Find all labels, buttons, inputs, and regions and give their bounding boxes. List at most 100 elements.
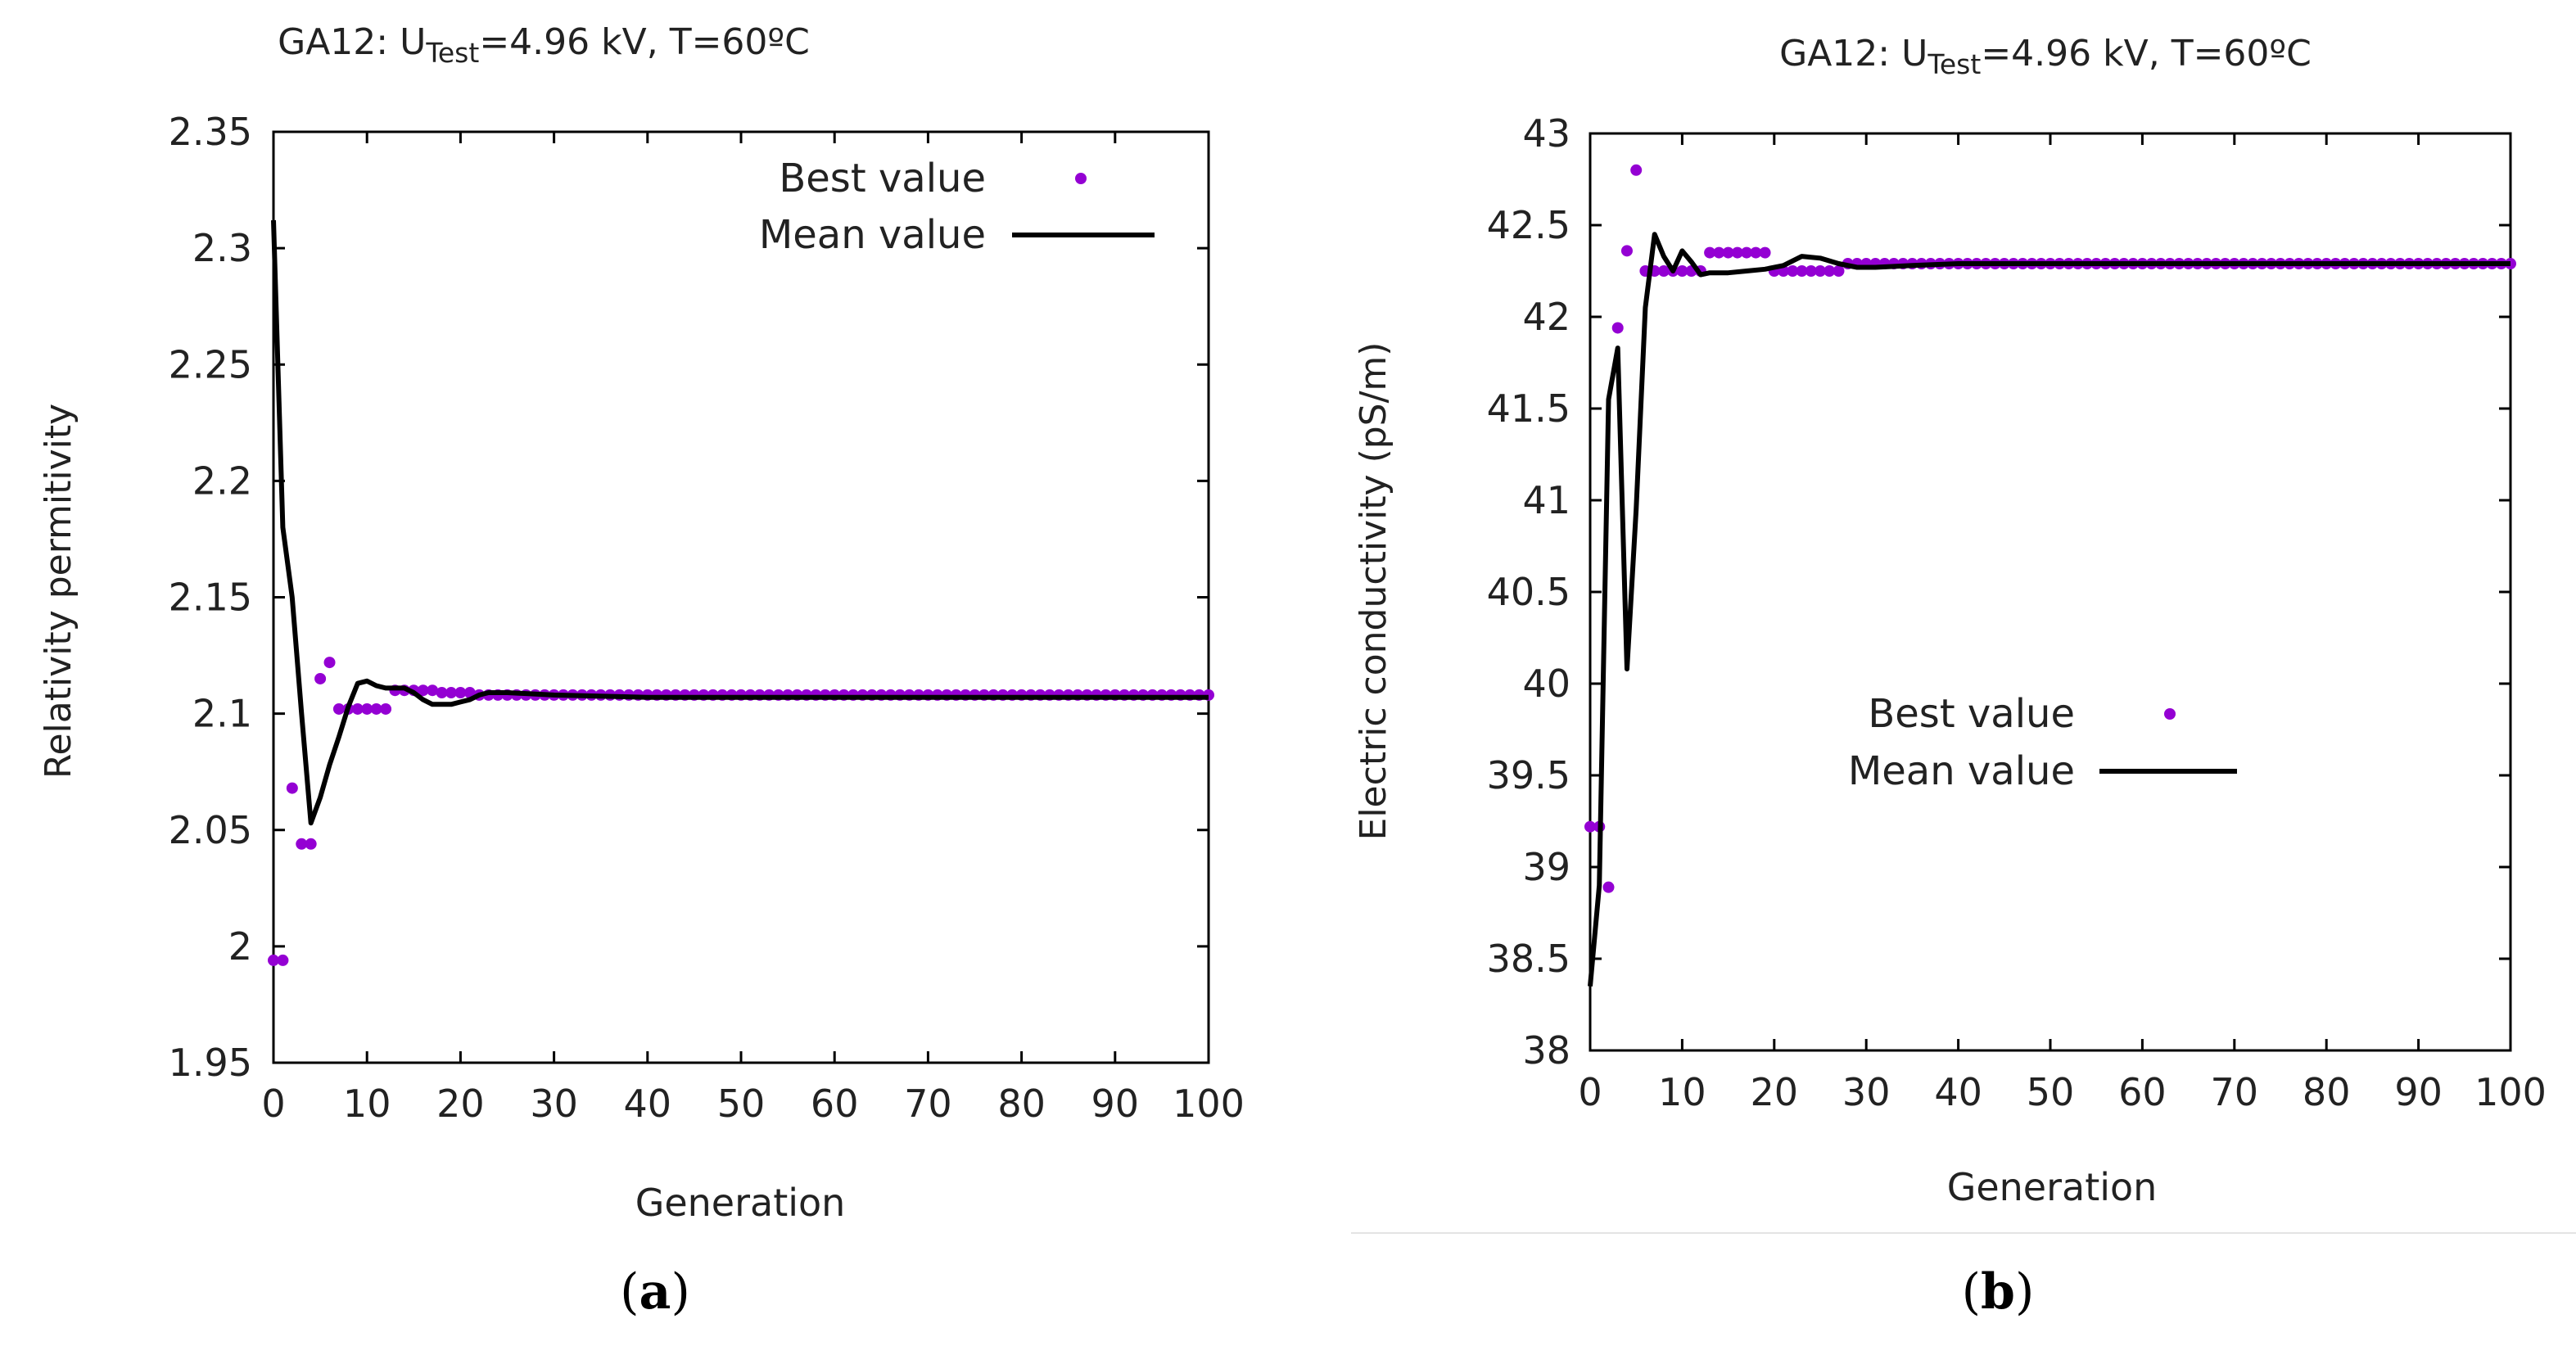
x-tick-label-a: 70 (904, 1082, 952, 1126)
x-tick-label-a: 50 (717, 1082, 766, 1126)
mean-value-line-a (271, 219, 1209, 826)
y-tick-label-b: 38 (1522, 1028, 1570, 1073)
panel-caption-a: (a) (620, 1263, 690, 1321)
x-tick-label-b: 100 (2474, 1070, 2547, 1114)
x-tick-label-a: 40 (624, 1082, 672, 1126)
best-value-point-b (1657, 265, 1670, 277)
best-value-point-b (1704, 246, 1716, 259)
best-value-point-a (370, 702, 382, 715)
y-tick-label-a: 2.35 (169, 110, 252, 154)
best-value-point-b (1602, 881, 1615, 893)
best-value-point-a (332, 702, 345, 715)
y-tick-label-b: 39.5 (1487, 753, 1570, 797)
mean-value-line-b (1588, 232, 2510, 987)
y-axis-label-b: Electric conductivity (pS/m) (1353, 342, 1394, 841)
legend-label-mean-b: Mean value (1848, 748, 2075, 794)
y-tick-label-a: 2.1 (192, 692, 252, 736)
y-tick-label-a: 2.05 (169, 808, 252, 852)
x-axis-label-a: Generation (635, 1181, 846, 1225)
x-tick-label-b: 70 (2211, 1070, 2259, 1114)
best-value-point-a (361, 702, 373, 715)
x-tick-label-b: 0 (1578, 1070, 1602, 1114)
chart-panel-a: GA12: UTest=4.96 kV, T=60ºC 0 10 20 30 40 50 6… (38, 21, 1245, 1321)
plot-area-b: 0 10 20 30 40 50 60 70 80 90 100 38 38.5 39 39.5 40 40.5… (1487, 111, 2547, 1114)
best-value-point-a (427, 684, 439, 697)
best-value-point-b (1759, 246, 1771, 259)
y-tick-label-a: 2.3 (192, 226, 252, 270)
x-tick-label-a: 20 (436, 1082, 485, 1126)
best-value-point-a (323, 657, 336, 669)
chart-title-b: GA12: UTest=4.96 kV, T=60ºC (1779, 33, 2312, 80)
best-value-point-a (380, 702, 392, 715)
best-value-point-a (314, 672, 327, 684)
y-axis-label-a: Relativity permitivity (38, 404, 79, 779)
y-tick-label-b: 40.5 (1487, 570, 1570, 614)
best-value-point-b (1584, 820, 1596, 833)
best-value-point-a (296, 838, 308, 850)
y-tick-label-b: 41 (1522, 478, 1570, 522)
x-axis-label-b: Generation (1947, 1165, 2158, 1209)
chart-panel-b: GA12: UTest=4.96 kV, T=60ºC 0 10 20 30 40 50 6… (1351, 33, 2576, 1321)
x-tick-label-b: 80 (2303, 1070, 2351, 1114)
x-tick-label-a: 80 (997, 1082, 1046, 1126)
x-tick-label-b: 10 (1658, 1070, 1706, 1114)
x-tick-label-a: 0 (261, 1082, 285, 1126)
best-value-point-b (1824, 265, 1836, 277)
best-value-point-b (1630, 164, 1643, 176)
best-value-point-b (1805, 265, 1817, 277)
x-tick-label-a: 30 (530, 1082, 578, 1126)
y-tick-label-a: 2 (228, 924, 252, 969)
best-value-point-a (454, 687, 467, 699)
x-tick-label-b: 60 (2118, 1070, 2167, 1114)
legend-label-best-b: Best value (1868, 691, 2075, 737)
best-value-point-b (1814, 265, 1826, 277)
y-tick-label-a: 2.15 (169, 576, 252, 620)
best-value-point-a (277, 954, 289, 966)
best-value-point-b (1741, 246, 1753, 259)
best-value-point-a (305, 838, 317, 850)
x-tick-label-b: 20 (1751, 1070, 1799, 1114)
best-value-point-b (1722, 246, 1734, 259)
best-value-point-b (1750, 246, 1762, 259)
best-value-point-b (1787, 265, 1799, 277)
legend-marker-best-a (1075, 173, 1087, 184)
y-tick-label-a: 1.95 (169, 1041, 252, 1085)
y-tick-label-b: 41.5 (1487, 386, 1570, 431)
y-tick-label-b: 42.5 (1487, 203, 1570, 247)
x-tick-label-a: 100 (1173, 1082, 1245, 1126)
x-tick-label-b: 50 (2027, 1070, 2075, 1114)
y-tick-label-b: 40 (1522, 662, 1570, 706)
y-tick-label-b: 38.5 (1487, 937, 1570, 981)
y-tick-label-a: 2.25 (169, 342, 252, 386)
best-value-point-a (268, 954, 279, 966)
legend-label-mean-a: Mean value (759, 212, 986, 258)
plot-frame-a (272, 130, 1210, 1064)
y-tick-label-b: 39 (1522, 845, 1570, 889)
x-tick-label-a: 60 (811, 1082, 859, 1126)
panel-caption-b: (b) (1962, 1263, 2035, 1321)
y-tick-label-a: 2.2 (192, 458, 252, 503)
x-tick-label-b: 90 (2394, 1070, 2443, 1114)
best-value-point-b (1676, 265, 1688, 277)
x-tick-label-b: 40 (1934, 1070, 1982, 1114)
best-value-point-b (1611, 322, 1624, 334)
x-tick-label-b: 30 (1842, 1070, 1891, 1114)
legend-marker-best-b (2164, 708, 2176, 720)
y-tick-label-b: 42 (1522, 295, 1570, 339)
chart-title-a: GA12: UTest=4.96 kV, T=60ºC (278, 21, 810, 69)
best-value-point-b (1731, 246, 1743, 259)
x-tick-label-a: 10 (343, 1082, 391, 1126)
best-value-point-b (1620, 245, 1633, 257)
y-tick-label-b: 43 (1522, 111, 1570, 156)
plot-area-a: 0 10 20 30 40 50 60 70 80 90 100 1.95 2 2.05 2.1 2.15 2.… (169, 110, 1245, 1126)
best-value-point-a (286, 782, 298, 794)
best-value-point-b (1796, 265, 1808, 277)
best-value-point-a (417, 684, 429, 697)
best-value-point-b (1713, 246, 1725, 259)
legend-label-best-a: Best value (779, 156, 986, 201)
best-value-point-a (351, 702, 364, 715)
best-value-point-a (436, 687, 448, 699)
x-tick-label-a: 90 (1091, 1082, 1140, 1126)
best-value-point-a (445, 687, 457, 699)
